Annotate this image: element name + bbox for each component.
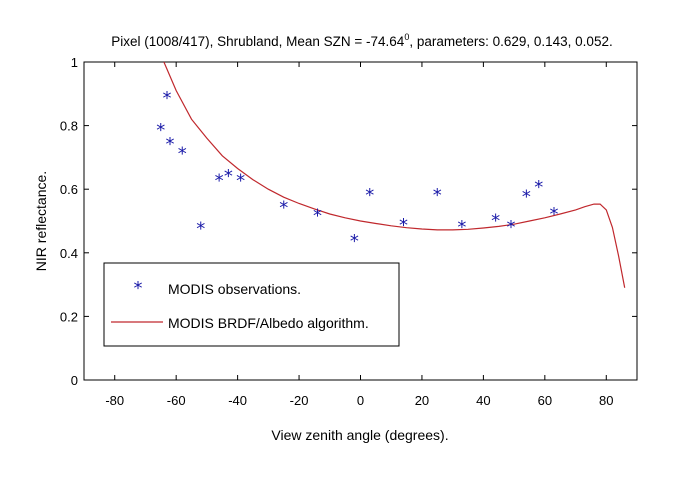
- observation-point: *: [534, 177, 543, 198]
- x-tick-label: -20: [290, 393, 309, 408]
- legend-label-observations: MODIS observations.: [168, 281, 301, 297]
- x-tick-label: -60: [167, 393, 186, 408]
- observation-point: *: [491, 210, 500, 231]
- observation-point: *: [433, 185, 442, 206]
- observation-point: *: [313, 206, 322, 227]
- y-tick-label: 0: [71, 373, 78, 388]
- observation-point: *: [550, 204, 559, 225]
- observation-point: *: [196, 218, 205, 239]
- observation-point: *: [215, 171, 224, 192]
- observation-point: *: [522, 187, 531, 208]
- y-tick-label: 0.6: [60, 182, 78, 197]
- legend-box: [103, 262, 400, 347]
- observation-point: *: [224, 166, 233, 187]
- legend-label-algorithm: MODIS BRDF/Albedo algorithm.: [168, 315, 369, 331]
- ticks: -80 -60 -40 -20 0 20 40 60 80 0 0.2 0.4 0.6 0.8 1: [60, 55, 637, 408]
- title-superscript: 0: [404, 32, 409, 42]
- observation-point: *: [507, 217, 516, 238]
- observation-point: *: [162, 88, 171, 109]
- x-tick-label: 20: [415, 393, 429, 408]
- observation-point: *: [166, 134, 175, 155]
- series-points: *** *** * ** ****** * ** **: [156, 88, 558, 252]
- observation-point: *: [279, 198, 288, 219]
- legend: * MODIS observations. MODIS BRDF/Albedo …: [103, 262, 400, 347]
- observation-point: *: [457, 217, 466, 238]
- series-line: [163, 61, 626, 288]
- observation-point: *: [236, 171, 245, 192]
- legend-marker-observations: *: [134, 278, 143, 299]
- chart-title: Pixel (1008/417), Shrubland, Mean SZN = …: [111, 32, 612, 49]
- observation-point: *: [399, 215, 408, 236]
- x-tick-label: -40: [228, 393, 247, 408]
- brdf-albedo-curve: [163, 61, 626, 288]
- x-tick-label: 80: [599, 393, 613, 408]
- x-tick-label: 60: [538, 393, 552, 408]
- x-tick-label: 0: [357, 393, 364, 408]
- observation-point: *: [350, 231, 359, 252]
- x-tick-label: 40: [476, 393, 490, 408]
- y-tick-label: 1: [71, 55, 78, 70]
- y-axis-label: NIR reflectance.: [33, 171, 49, 271]
- observation-point: *: [365, 185, 374, 206]
- x-tick-label: -80: [105, 393, 124, 408]
- y-tick-label: 0.4: [60, 246, 78, 261]
- y-tick-label: 0.8: [60, 119, 78, 134]
- x-axis-label: View zenith angle (degrees).: [271, 427, 448, 443]
- observation-point: *: [156, 120, 165, 141]
- y-tick-label: 0.2: [60, 309, 78, 324]
- observation-point: *: [178, 144, 187, 165]
